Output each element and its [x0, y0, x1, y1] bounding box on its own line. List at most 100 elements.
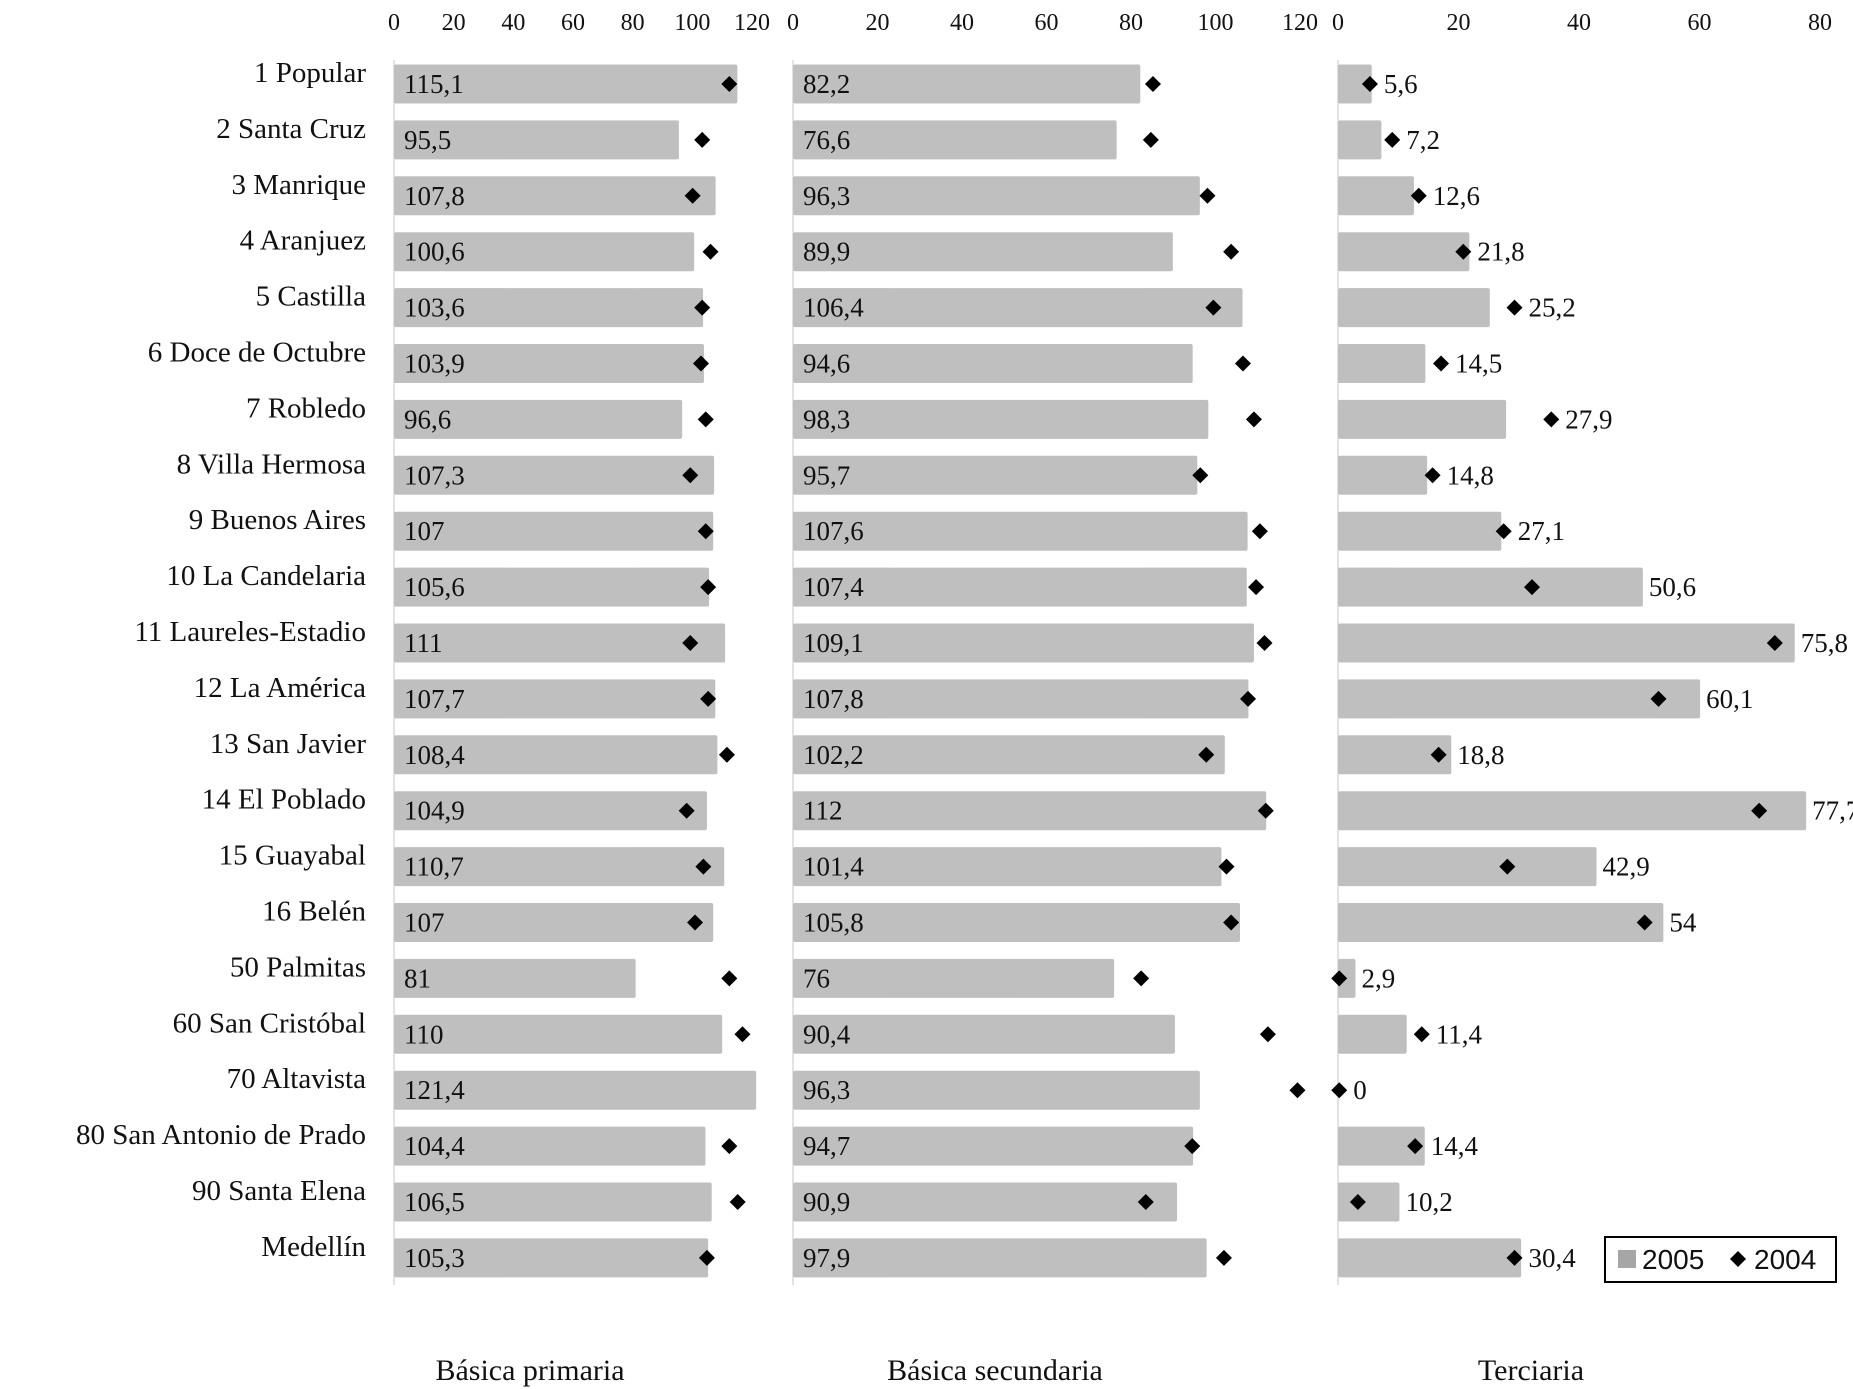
data-label: 96,6: [404, 404, 451, 434]
data-label: 14,4: [1431, 1131, 1479, 1161]
bar: [793, 288, 1243, 328]
data-label: 107,8: [404, 181, 465, 211]
marker: [682, 467, 699, 484]
marker: [1349, 1194, 1366, 1210]
bar: [394, 399, 683, 439]
bar: [793, 64, 1141, 104]
bar: [1338, 1126, 1425, 1166]
category-label: 70 Altavista: [227, 1063, 366, 1095]
data-label: 76: [803, 963, 830, 993]
data-label: 104,9: [404, 796, 465, 826]
category-label: 15 Guayabal: [219, 840, 366, 872]
legend: 2005 2004: [1604, 1236, 1837, 1283]
bar: [394, 176, 716, 216]
data-label: 102,2: [803, 740, 864, 770]
bar: [793, 1238, 1207, 1278]
tick-label: 100: [674, 10, 710, 36]
data-label: 106,5: [404, 1187, 465, 1217]
marker: [1289, 1082, 1306, 1099]
data-label: 107,4: [803, 572, 864, 602]
marker: [1506, 299, 1523, 316]
marker: [1259, 1026, 1276, 1043]
tick-label: 60: [561, 10, 585, 36]
category-label: 13 San Javier: [210, 728, 367, 760]
bar: [394, 1070, 757, 1110]
marker: [1650, 690, 1667, 707]
marker: [1410, 187, 1427, 204]
data-label: 90,9: [803, 1187, 850, 1217]
bar: [793, 903, 1241, 942]
data-label: 50,6: [1649, 572, 1696, 602]
tick-label: 0: [787, 10, 799, 36]
category-label: 4 Aranjuez: [240, 225, 367, 257]
bar: [793, 455, 1198, 495]
marker: [1361, 76, 1378, 92]
data-label: 94,7: [803, 1131, 850, 1161]
marker: [1524, 579, 1541, 596]
data-label: 7,2: [1406, 125, 1440, 155]
marker: [721, 1138, 738, 1155]
bar: [1338, 511, 1502, 551]
marker: [1407, 1138, 1424, 1155]
marker: [697, 411, 714, 428]
bar: [793, 120, 1117, 160]
bar: [1338, 903, 1664, 942]
marker: [1506, 1249, 1523, 1266]
bar: [394, 64, 738, 104]
bar: [394, 1182, 712, 1222]
marker: [729, 1194, 746, 1210]
bar: [1338, 344, 1426, 383]
category-label: 5 Castilla: [256, 281, 366, 313]
marker: [1215, 1249, 1232, 1266]
bar: [394, 455, 715, 495]
bar: [793, 735, 1225, 775]
bar: [793, 1182, 1178, 1222]
category-label: 6 Doce de Octubre: [148, 337, 366, 369]
data-label: 105,6: [404, 572, 465, 602]
tick-label: 120: [1282, 10, 1318, 36]
bar: [793, 679, 1249, 719]
bar: [394, 958, 636, 998]
bar: [1338, 1238, 1522, 1278]
bar: [1338, 847, 1597, 887]
bar: [394, 1126, 706, 1166]
bar: [1338, 623, 1795, 663]
bar: [394, 903, 714, 942]
marker: [1223, 243, 1240, 260]
category-label: 16 Belén: [262, 896, 366, 928]
data-label: 100,6: [404, 237, 465, 267]
bar: [394, 511, 714, 551]
category-label: 90 Santa Elena: [192, 1175, 366, 1207]
data-label: 27,1: [1518, 516, 1565, 546]
tick-label: 40: [1567, 10, 1591, 36]
data-label: 30,4: [1529, 1243, 1577, 1273]
tick-label: 20: [866, 10, 890, 36]
data-label: 10,2: [1405, 1187, 1452, 1217]
marker: [1218, 858, 1235, 875]
bar: [1338, 567, 1643, 607]
category-label: Medellín: [261, 1231, 366, 1263]
bar: [1338, 232, 1470, 272]
data-label: 107: [404, 908, 445, 938]
data-label: 103,6: [404, 293, 465, 323]
data-label: 89,9: [803, 237, 850, 267]
panels: 0 20 40 60 80 100 120 115,1 95,5 107,8 100,6 103,6 1…: [388, 10, 1853, 1387]
bar: [793, 847, 1222, 887]
marker: [1331, 1082, 1348, 1099]
marker: [1137, 1194, 1154, 1210]
data-label: 18,8: [1457, 740, 1504, 770]
data-label: 111: [404, 628, 443, 658]
marker: [698, 1249, 715, 1266]
marker: [700, 579, 717, 596]
bar: [793, 399, 1209, 439]
bar: [394, 847, 725, 887]
marker: [1245, 411, 1262, 428]
legend-marker-2004: [1730, 1251, 1746, 1267]
marker: [721, 76, 738, 92]
panel-1: 0 20 40 60 80 100 120 115,1 95,5 107,8 100,6 103,6 1…: [388, 10, 770, 1387]
marker: [1251, 523, 1268, 540]
data-label: 104,4: [404, 1131, 465, 1161]
marker: [694, 299, 711, 316]
tick-label: 0: [1332, 10, 1344, 36]
